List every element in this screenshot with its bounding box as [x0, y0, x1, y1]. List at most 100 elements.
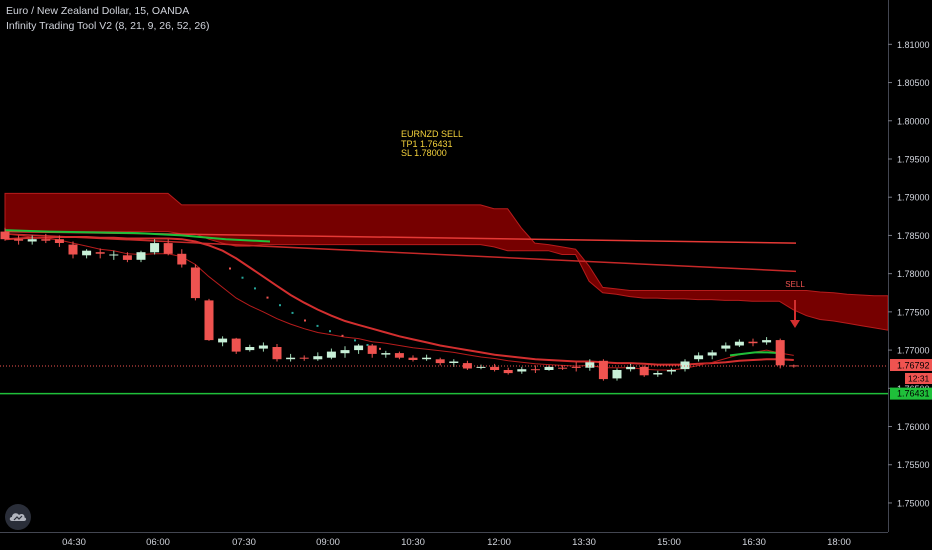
- symbol-title[interactable]: Euro / New Zealand Dollar, 15, OANDA: [6, 5, 190, 17]
- candle-body: [95, 252, 105, 254]
- take-profit-tag: [890, 387, 932, 400]
- candle-body: [14, 239, 24, 241]
- price-tick-label: 1.81000: [897, 40, 930, 50]
- candle-body: [585, 362, 595, 368]
- trade-annotation[interactable]: EURNZD SELL TP1 1.76431 SL 1.78000: [401, 129, 464, 159]
- sell-arrow-head: [790, 320, 800, 328]
- candle-body: [530, 369, 540, 371]
- candle-body: [435, 359, 445, 364]
- time-axis-labels: 04:30 06:00 07:30 09:00 10:30 12:00 13:30 15:00…: [62, 537, 851, 548]
- candle-body: [462, 363, 472, 369]
- candle-body: [653, 373, 663, 375]
- candle-body: [449, 361, 459, 363]
- candles: [0, 227, 799, 381]
- price-axis-background: [888, 0, 932, 550]
- ichimoku-cloud: [4, 192, 889, 331]
- candle-body: [231, 338, 241, 352]
- cloud-area: [4, 192, 889, 331]
- ema-fast-line: [4, 233, 794, 371]
- sell-marker: SELL: [785, 280, 805, 328]
- time-tick-label: 09:00: [316, 537, 340, 548]
- candle-body: [517, 369, 527, 372]
- price-tags: 1.76792 12:31 1.76431: [890, 359, 932, 400]
- candle-body: [544, 366, 554, 370]
- signal-dot: [254, 287, 256, 290]
- candle-body: [82, 250, 92, 256]
- time-tick-label: 13:30: [572, 537, 596, 548]
- price-axis[interactable]: [888, 0, 932, 550]
- annotation-line-2: TP1 1.76431: [401, 138, 453, 149]
- price-tick-label: 1.79500: [897, 155, 930, 165]
- candle-body: [394, 353, 404, 358]
- candle-body: [122, 255, 132, 260]
- signal-dot: [279, 304, 281, 307]
- candle-body: [0, 231, 10, 240]
- candle-body: [612, 370, 622, 379]
- price-tick-label: 1.77000: [897, 346, 930, 356]
- candle-body: [272, 347, 282, 360]
- annotation-line-3: SL 1.78000: [401, 148, 447, 158]
- ema-slow-line: [4, 236, 794, 366]
- price-tick-label: 1.75000: [897, 499, 930, 509]
- price-tick-label: 1.78000: [897, 269, 930, 279]
- time-tick-label: 16:30: [742, 537, 766, 548]
- signal-dots: [229, 267, 381, 350]
- candle-body: [476, 366, 486, 368]
- candle-body: [789, 365, 799, 367]
- candle-body: [367, 345, 377, 354]
- candle-body: [41, 239, 51, 241]
- indicator-title[interactable]: Infinity Trading Tool V2 (8, 21, 9, 26, …: [6, 20, 210, 32]
- candle-body: [490, 366, 500, 370]
- candle-body: [626, 366, 636, 370]
- sell-label: SELL: [785, 280, 805, 289]
- time-tick-label: 12:00: [487, 537, 511, 548]
- candle-body: [204, 300, 214, 341]
- signal-dot: [329, 330, 331, 333]
- price-tick-label: 1.75500: [897, 460, 930, 470]
- candle-body: [775, 340, 785, 366]
- candle-body: [354, 345, 364, 351]
- candle-body: [299, 357, 309, 359]
- candle-body: [694, 355, 704, 360]
- signal-dot: [229, 267, 231, 270]
- candle-body: [503, 370, 513, 374]
- signal-dot: [354, 339, 356, 342]
- candle-body: [422, 357, 432, 360]
- last-price-tag-label: 1.76792: [897, 361, 930, 371]
- time-tick-label: 15:00: [657, 537, 681, 548]
- signal-dot: [366, 344, 369, 346]
- signal-dot: [241, 276, 244, 279]
- price-tick-label: 1.76000: [897, 422, 930, 432]
- candle-body: [150, 243, 160, 253]
- take-profit-tag-label: 1.76431: [897, 389, 930, 399]
- tradingview-logo-icon[interactable]: [5, 504, 31, 530]
- price-tick-label: 1.78500: [897, 231, 930, 241]
- candle-body: [558, 367, 568, 369]
- candle-body: [571, 366, 581, 368]
- candle-body: [245, 347, 255, 351]
- signal-dot: [291, 311, 294, 314]
- candle-body: [313, 356, 323, 360]
- candle-body: [68, 244, 78, 255]
- price-tick-label: 1.80500: [897, 78, 930, 88]
- candle-body: [381, 353, 391, 355]
- candle-body: [598, 360, 608, 380]
- last-price-tag: [890, 359, 932, 371]
- candle-body: [27, 239, 37, 242]
- countdown-tag-label: 12:31: [908, 374, 930, 384]
- candle-body: [721, 345, 731, 349]
- time-tick-label: 18:00: [827, 537, 851, 548]
- price-lines: [0, 365, 888, 395]
- time-tick-label: 06:00: [146, 537, 170, 548]
- chart-legend: Euro / New Zealand Dollar, 15, OANDA Inf…: [6, 4, 210, 34]
- indicator-lines: [4, 229, 797, 371]
- time-tick-label: 04:30: [62, 537, 86, 548]
- annotation-line-1: EURNZD SELL: [401, 129, 464, 139]
- candle-body: [136, 252, 146, 260]
- candle-body: [190, 267, 200, 299]
- candle-body: [340, 350, 350, 354]
- countdown-tag: [905, 373, 932, 384]
- signal-dot: [316, 324, 319, 327]
- candle-body: [258, 345, 268, 349]
